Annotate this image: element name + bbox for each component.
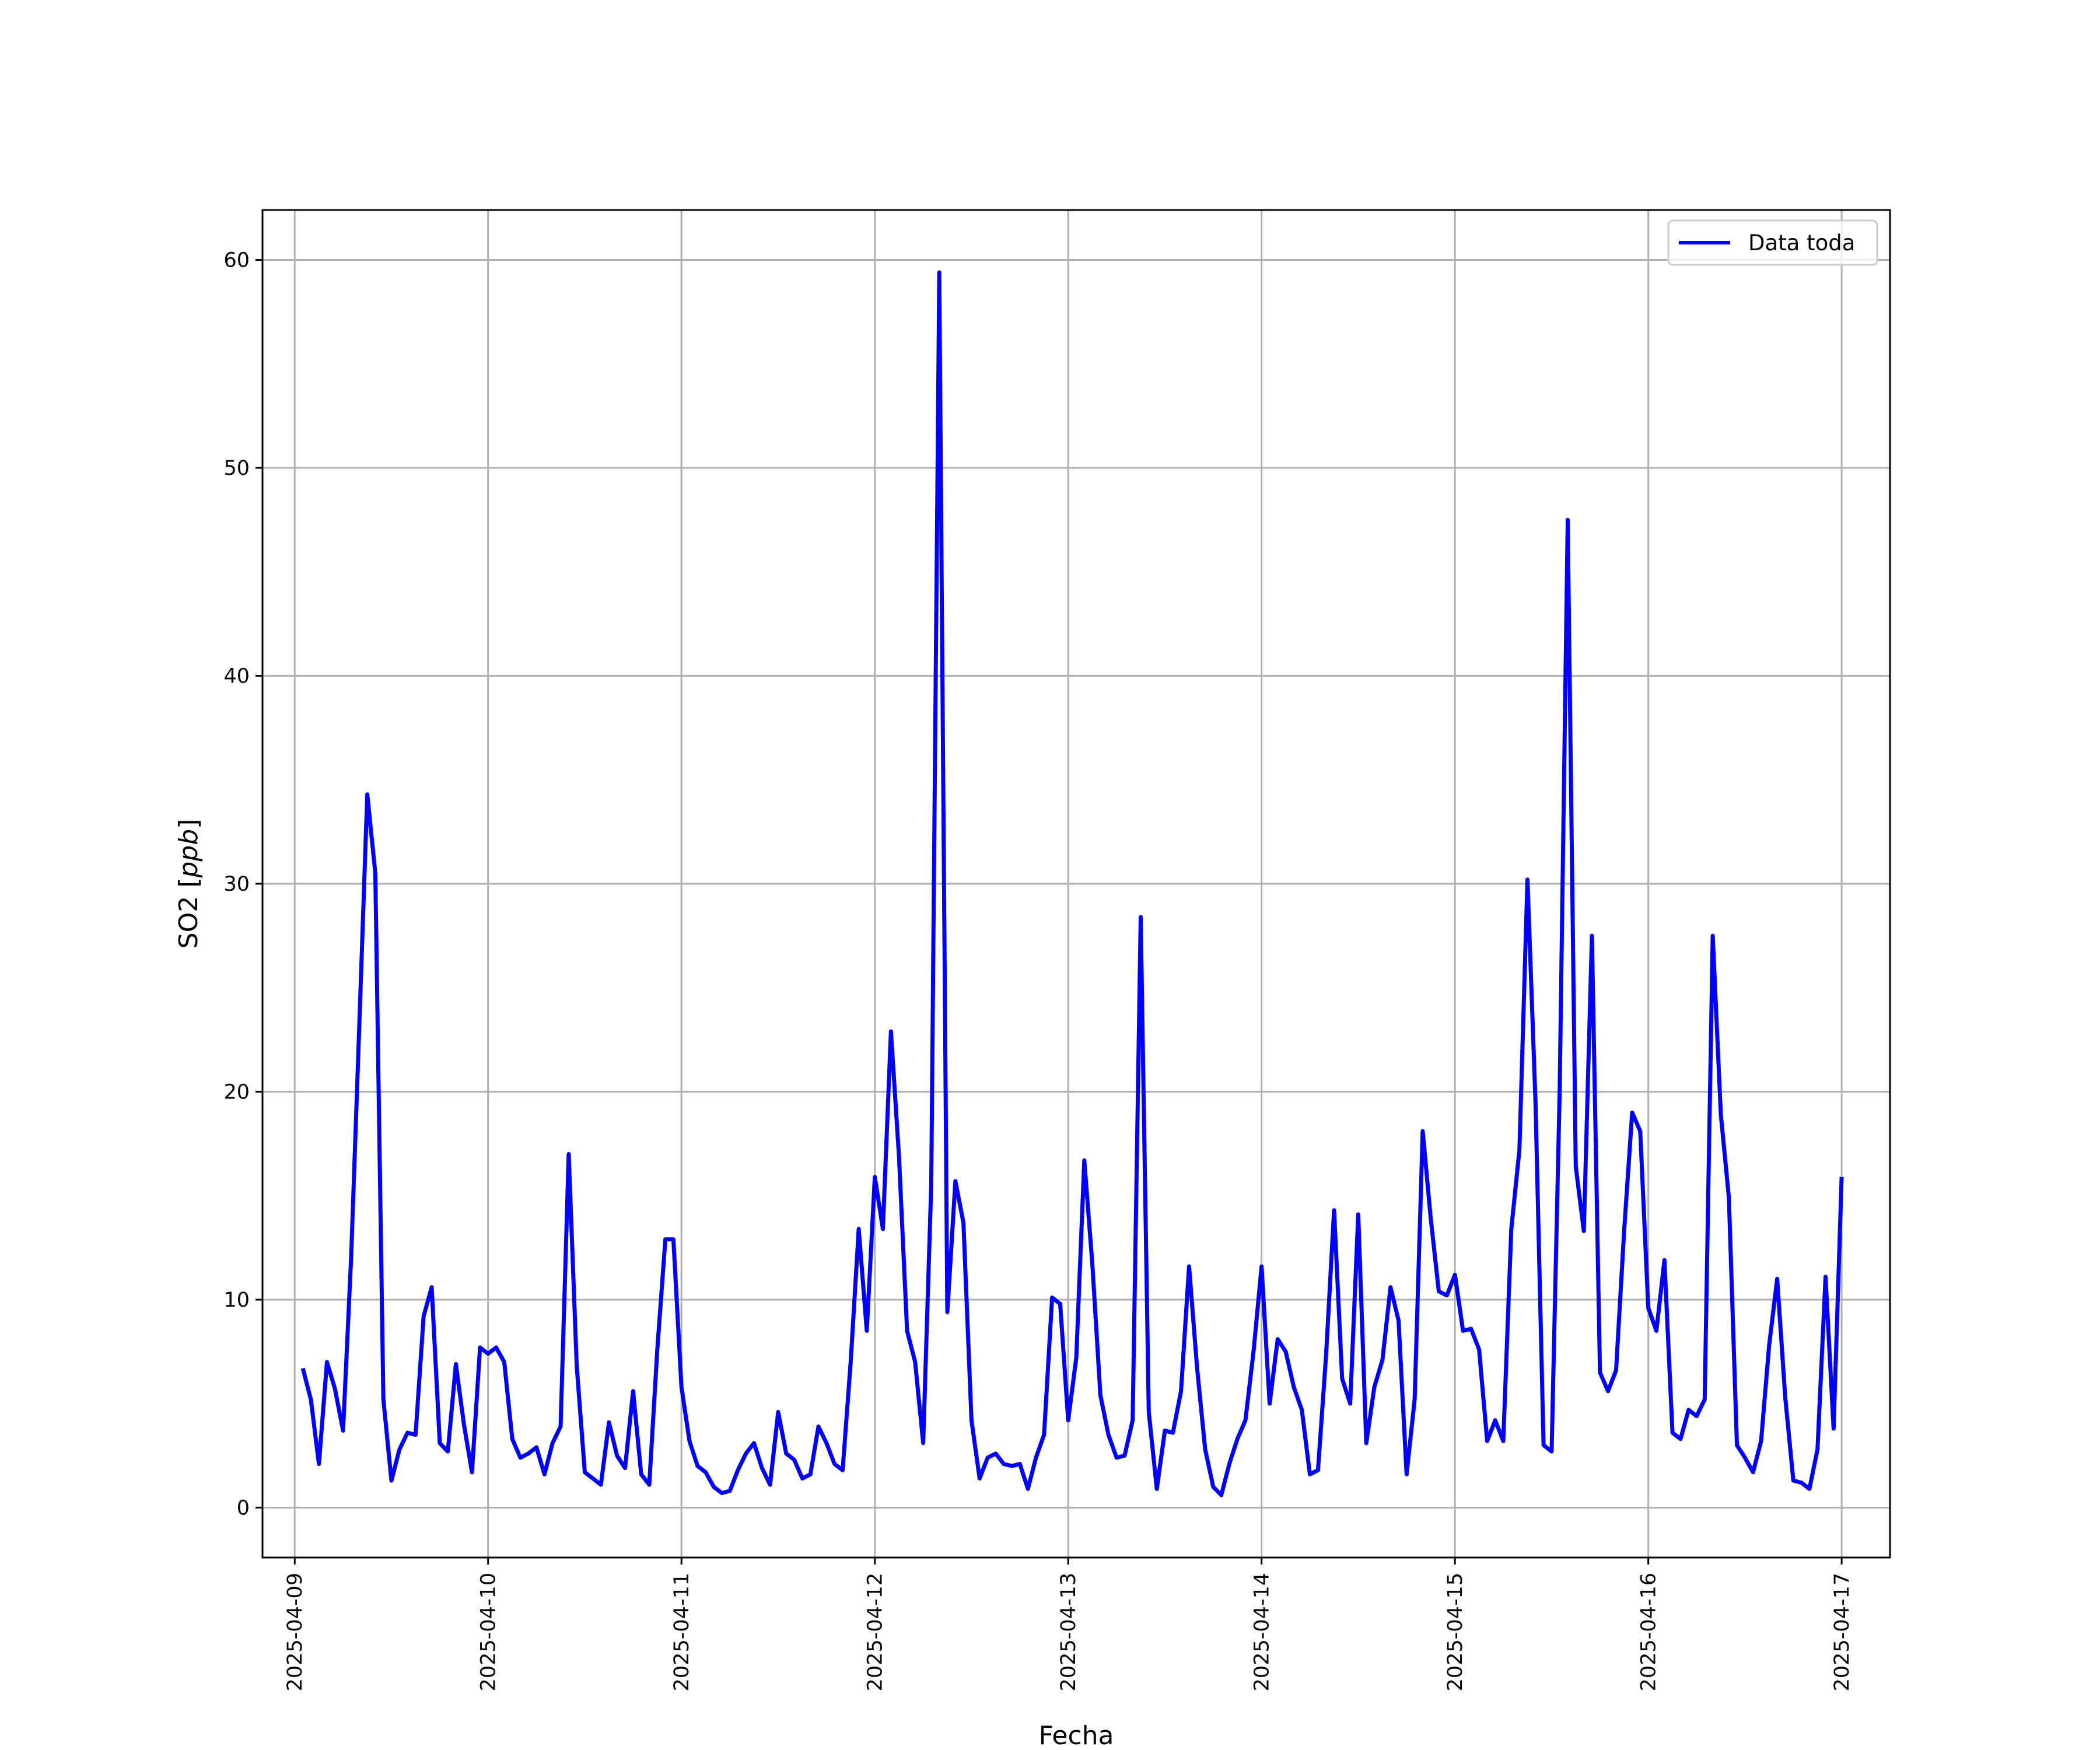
grid-lines (262, 210, 1890, 1558)
x-tick-label: 2025-04-09 (284, 1573, 307, 1691)
y-tick-label: 30 (223, 873, 250, 896)
x-axis-label: Fecha (1038, 1721, 1114, 1750)
series-line-0 (300, 270, 1844, 1497)
y-tick-label: 10 (223, 1289, 250, 1312)
series-lines (300, 270, 1844, 1497)
legend: Data toda (1667, 219, 1878, 266)
y-axis-label: SO2 [ppb] (174, 819, 204, 949)
y-tick-label: 40 (223, 665, 250, 688)
x-tick-label: 2025-04-15 (1444, 1573, 1467, 1691)
x-tick-label: 2025-04-17 (1831, 1573, 1854, 1691)
x-tick-label: 2025-04-14 (1251, 1573, 1274, 1691)
x-tick-label: 2025-04-11 (670, 1573, 694, 1691)
y-tick-label: 0 (237, 1496, 250, 1520)
y-tick-label: 50 (223, 457, 250, 480)
x-tick-label: 2025-04-13 (1057, 1573, 1080, 1691)
x-tick-label: 2025-04-10 (477, 1573, 501, 1691)
y-tick-label: 20 (223, 1080, 250, 1104)
y-tick-label: 60 (223, 249, 250, 272)
x-tick-label: 2025-04-12 (864, 1573, 887, 1691)
legend-box (1667, 219, 1878, 266)
x-tick-label: 2025-04-16 (1637, 1573, 1661, 1691)
axis-ticks: 0 10 20 30 40 50 60 2025-04-09 2025-04-10 2025-04… (223, 249, 1854, 1692)
legend-label-data-toda: Data toda (1748, 230, 1855, 256)
